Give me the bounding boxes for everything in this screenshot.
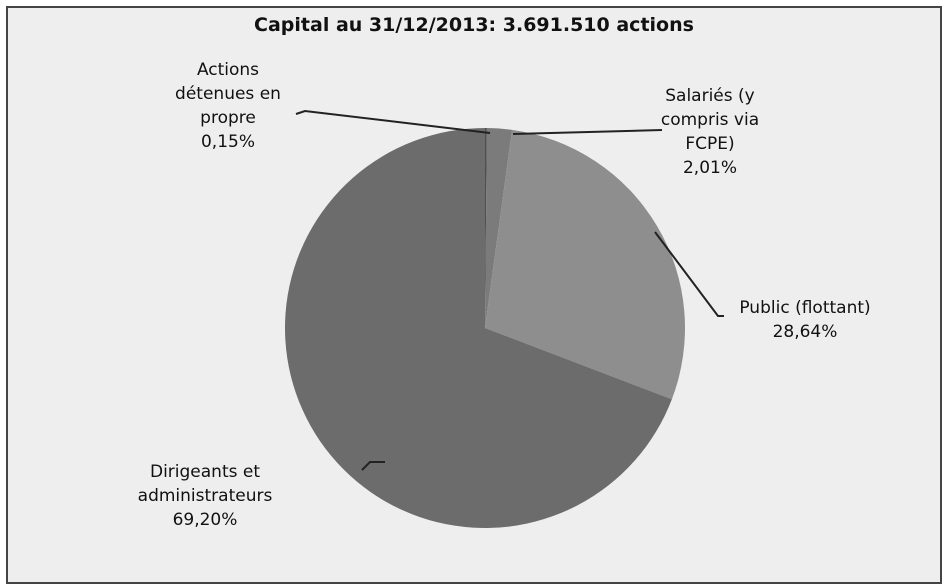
slice-label: Dirigeants et administrateurs 69,20%	[120, 460, 290, 532]
slice-label: Salariés (y compris via FCPE) 2,01%	[650, 84, 770, 180]
pie-slice	[284, 128, 672, 528]
leader-line	[512, 129, 663, 135]
chart-title: Capital au 31/12/2013: 3.691.510 actions	[254, 14, 694, 36]
value-label: 69,20%	[172, 510, 238, 530]
value-label: 28,64%	[772, 322, 838, 342]
category-label: Salariés (y compris via FCPE)	[660, 86, 760, 154]
leader-line	[361, 461, 385, 471]
leader-lines	[295, 109, 724, 471]
leader-line	[295, 109, 491, 134]
category-label: Public (flottant)	[739, 298, 871, 318]
value-label: 0,15%	[200, 132, 255, 152]
pie-slice	[485, 129, 685, 400]
pie-slice	[485, 128, 487, 328]
category-label: Dirigeants et administrateurs	[137, 462, 273, 506]
slice-label: Actions détenues en propre 0,15%	[163, 58, 293, 154]
slice-label: Public (flottant) 28,64%	[700, 296, 910, 344]
slices	[284, 128, 685, 528]
leader-line	[654, 231, 724, 317]
category-label: Actions détenues en propre	[175, 60, 281, 128]
pie-slice	[485, 128, 513, 328]
value-label: 2,01%	[682, 158, 737, 178]
